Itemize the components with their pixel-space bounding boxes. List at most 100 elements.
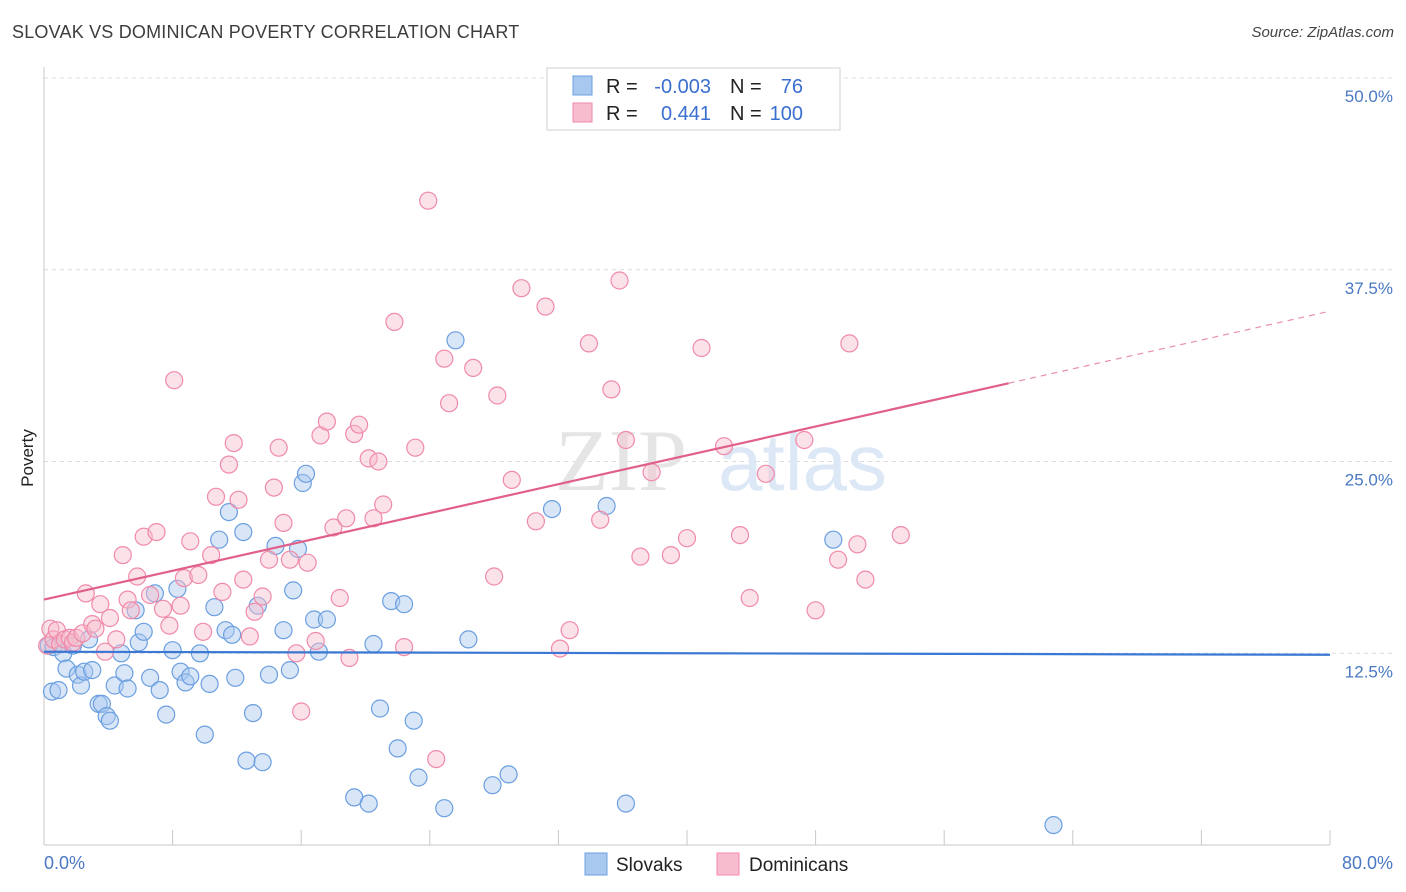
point-slovaks-17: [112, 644, 131, 663]
point-dominicans-96: [840, 334, 859, 353]
point-dominicans-70: [464, 358, 483, 377]
point-slovaks-75: [1044, 815, 1063, 835]
point-dominicans-22: [141, 585, 160, 605]
legend-swatch-dominicans: [572, 102, 593, 123]
point-dominicans-50: [306, 631, 325, 651]
point-dominicans-15: [100, 608, 120, 628]
point-dominicans-61: [369, 452, 388, 471]
point-dominicans-53: [324, 518, 343, 537]
point-slovaks-69: [483, 776, 502, 795]
point-dominicans-79: [579, 334, 599, 353]
point-slovaks-48: [274, 621, 293, 640]
point-slovaks-34: [200, 674, 219, 694]
point-dominicans-38: [234, 570, 253, 589]
point-dominicans-33: [206, 487, 226, 506]
legend-n-value-1: 76: [781, 76, 803, 98]
x-tick-labels: 0.0% 80.0%: [44, 853, 1393, 873]
series-legend-label-slovaks[interactable]: Slovaks: [616, 855, 683, 876]
point-slovaks-19: [118, 679, 137, 698]
point-slovaks-64: [404, 711, 423, 730]
point-dominicans-98: [856, 570, 875, 589]
point-dominicans-46: [280, 550, 299, 569]
point-dominicans-91: [740, 588, 759, 608]
point-dominicans-80: [591, 510, 610, 529]
point-dominicans-74: [512, 279, 531, 298]
point-dominicans-18: [118, 590, 137, 609]
point-dominicans-75: [526, 512, 546, 531]
legend-r-label-1: R =: [606, 76, 638, 98]
point-dominicans-72: [488, 386, 507, 405]
point-dominicans-23: [147, 522, 166, 542]
y-tick-labels: 12.5% 25.0% 37.5% 50.0%: [1345, 87, 1393, 681]
point-slovaks-31: [181, 667, 200, 686]
y-tick-label-0: 12.5%: [1345, 662, 1393, 681]
point-slovaks-1: [42, 682, 62, 701]
point-slovaks-15: [100, 711, 120, 730]
legend-n-value-2: 100: [770, 103, 803, 125]
x-tick-label-0: 0.0%: [44, 853, 85, 873]
point-dominicans-60: [364, 509, 383, 528]
grid-lines: [44, 77, 1392, 654]
series-legend-label-dominicans[interactable]: Dominicans: [749, 855, 848, 876]
point-dominicans-41: [253, 587, 272, 606]
point-dominicans-45: [274, 513, 293, 533]
stats-legend-box: [546, 67, 841, 131]
point-dominicans-48: [292, 702, 311, 721]
legend-n-label-1: N =: [730, 76, 762, 98]
point-dominicans-36: [224, 434, 243, 453]
point-dominicans-31: [194, 622, 213, 641]
series-legend-swatch-slovaks[interactable]: [584, 852, 608, 876]
point-slovaks-3: [49, 680, 68, 700]
point-slovaks-39: [223, 625, 242, 644]
point-dominicans-63: [385, 312, 404, 331]
watermark: ZIP atlas: [555, 413, 887, 510]
point-dominicans-90: [730, 525, 750, 545]
legend-swatch-slovaks: [572, 75, 593, 96]
point-dominicans-59: [359, 449, 378, 468]
point-dominicans-82: [610, 271, 629, 290]
point-slovaks-11: [83, 660, 102, 680]
x-tick-label-1: 80.0%: [1342, 853, 1393, 873]
watermark-zip: ZIP: [555, 413, 687, 510]
point-slovaks-29: [171, 662, 190, 681]
point-dominicans-49: [298, 553, 317, 572]
point-slovaks-74: [824, 530, 843, 549]
point-slovaks-18: [115, 664, 134, 683]
point-slovaks-22: [134, 622, 153, 641]
point-dominicans-16: [107, 630, 126, 649]
point-dominicans-17: [113, 545, 132, 565]
point-slovaks-60: [370, 699, 390, 718]
point-slovaks-27: [163, 641, 182, 660]
point-dominicans-97: [848, 535, 867, 554]
point-dominicans-19: [121, 601, 140, 620]
point-dominicans-93: [795, 430, 814, 450]
point-slovaks-59: [364, 634, 383, 654]
point-dominicans-77: [550, 639, 570, 658]
y-axis-label: Poverty: [18, 429, 37, 487]
point-slovaks-41: [234, 522, 253, 542]
x-tick-marks: [172, 830, 1331, 845]
point-dominicans-92: [756, 464, 775, 483]
point-dominicans-39: [240, 627, 259, 646]
point-dominicans-35: [219, 455, 238, 474]
y-tick-label-1: 25.0%: [1345, 471, 1393, 490]
point-dominicans-62: [374, 495, 393, 514]
series-legend-swatch-dominicans[interactable]: [716, 852, 740, 876]
point-dominicans-27: [171, 596, 190, 615]
point-slovaks-23: [141, 668, 160, 687]
legend-r-value-2: 0.441: [661, 103, 711, 125]
point-slovaks-26: [157, 705, 176, 724]
point-dominicans-40: [245, 602, 264, 621]
point-slovaks-65: [409, 768, 428, 787]
point-dominicans-56: [340, 648, 359, 668]
point-dominicans-12: [86, 619, 105, 638]
point-slovaks-35: [205, 598, 224, 617]
point-dominicans-67: [427, 749, 446, 769]
point-dominicans-81: [602, 380, 621, 399]
point-dominicans-94: [806, 601, 825, 620]
watermark-atlas: atlas: [718, 418, 887, 507]
point-dominicans-28: [174, 568, 193, 588]
point-slovaks-71: [542, 500, 562, 519]
point-slovaks-73: [616, 794, 636, 813]
